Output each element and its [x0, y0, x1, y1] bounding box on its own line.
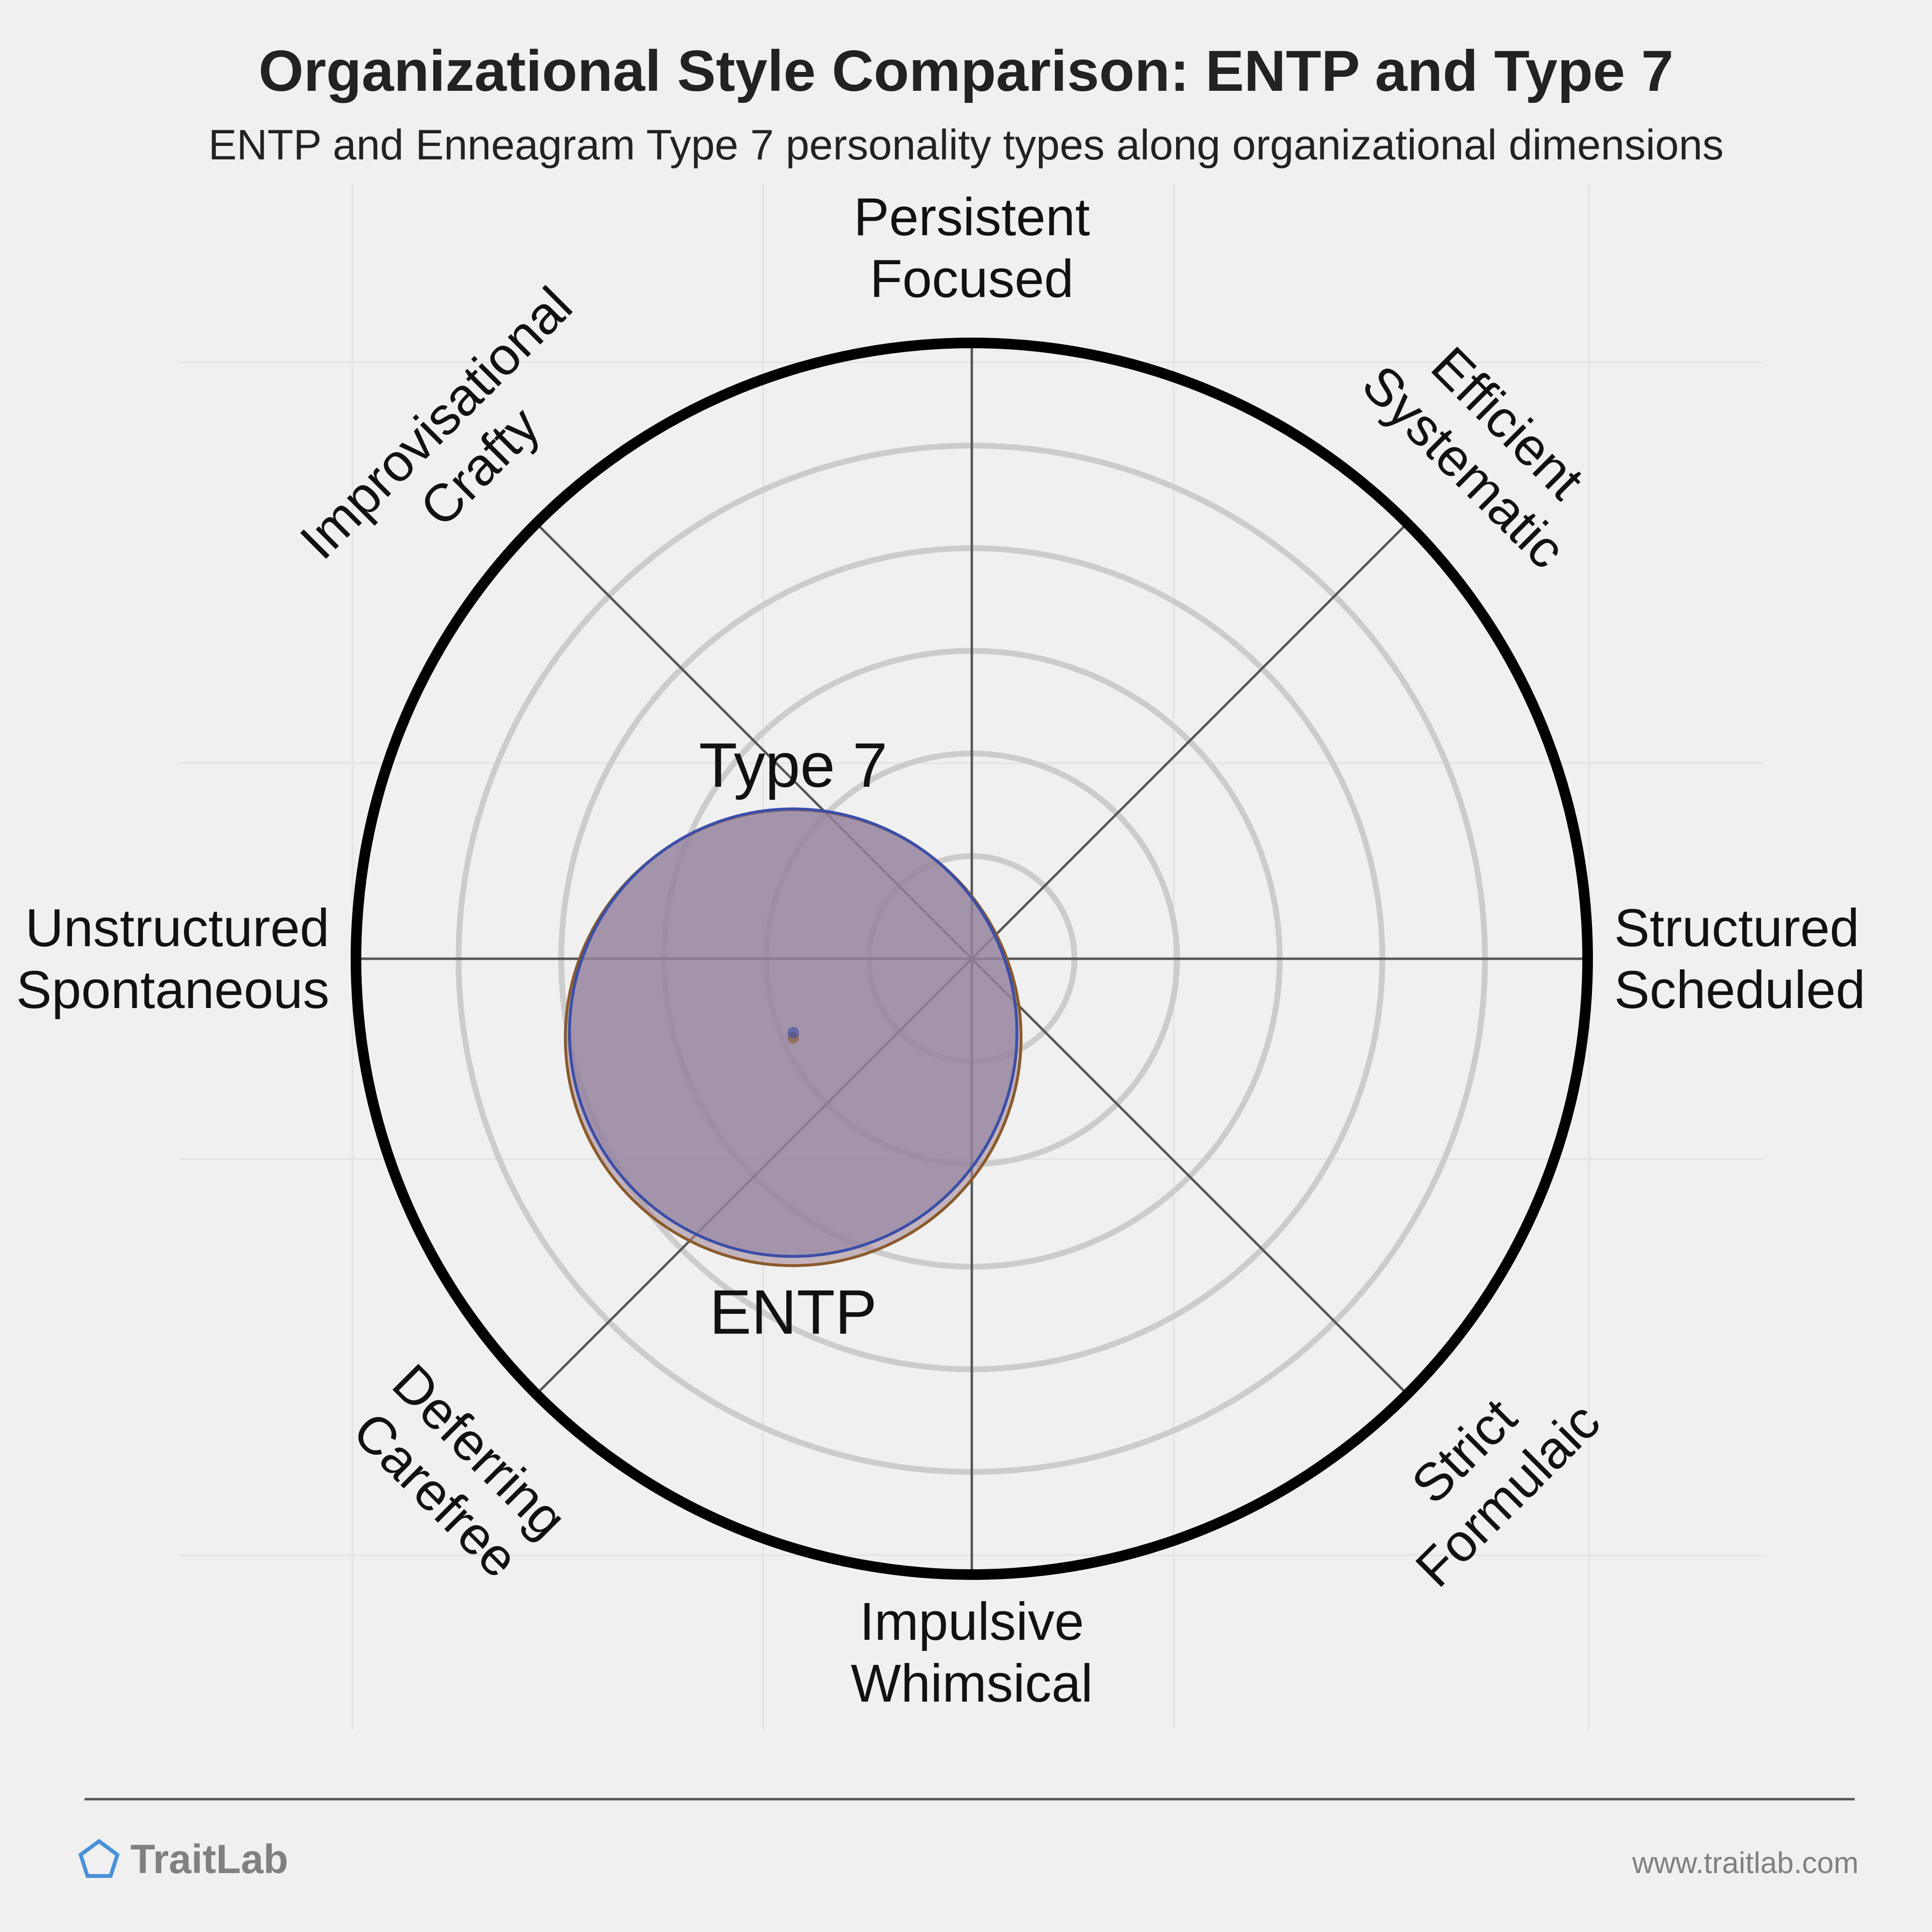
footer-url: www.traitlab.com [1632, 1847, 1859, 1880]
chart-title: Organizational Style Comparison: ENTP an… [258, 39, 1673, 103]
footer-brand: TraitLab [130, 1836, 288, 1882]
series-label: ENTP [710, 1277, 877, 1347]
axis-spoke [971, 522, 1408, 960]
axis-label-line: Impulsive [860, 1592, 1084, 1651]
traitlab-logo-icon [78, 1839, 120, 1878]
axis-label-line: Structured [1614, 898, 1859, 958]
axis-spoke [971, 958, 1408, 1395]
series-group [564, 807, 1023, 1267]
chart-subtitle: ENTP and Enneagram Type 7 personality ty… [208, 121, 1723, 169]
axis-label: Structured Scheduled [1614, 898, 1865, 1020]
axis-label-line: Spontaneous [16, 960, 329, 1020]
axis-label-line: Persistent [853, 187, 1090, 247]
axis-label-line: Whimsical [851, 1654, 1093, 1713]
series-label: Type 7 [699, 730, 887, 800]
series-center-point [787, 1027, 799, 1038]
axis-label-line: Unstructured [25, 898, 329, 958]
outer-ring [351, 338, 1593, 1580]
axis-label-line: Scheduled [1614, 960, 1865, 1020]
series-label-group: Type 7 ENTP [699, 730, 887, 1347]
axis-label: Persistent Focused [853, 187, 1090, 309]
axis-label: Unstructured Spontaneous [16, 898, 329, 1020]
axis-label-line: Focused [870, 249, 1074, 309]
axis-label: Impulsive Whimsical [851, 1592, 1093, 1713]
